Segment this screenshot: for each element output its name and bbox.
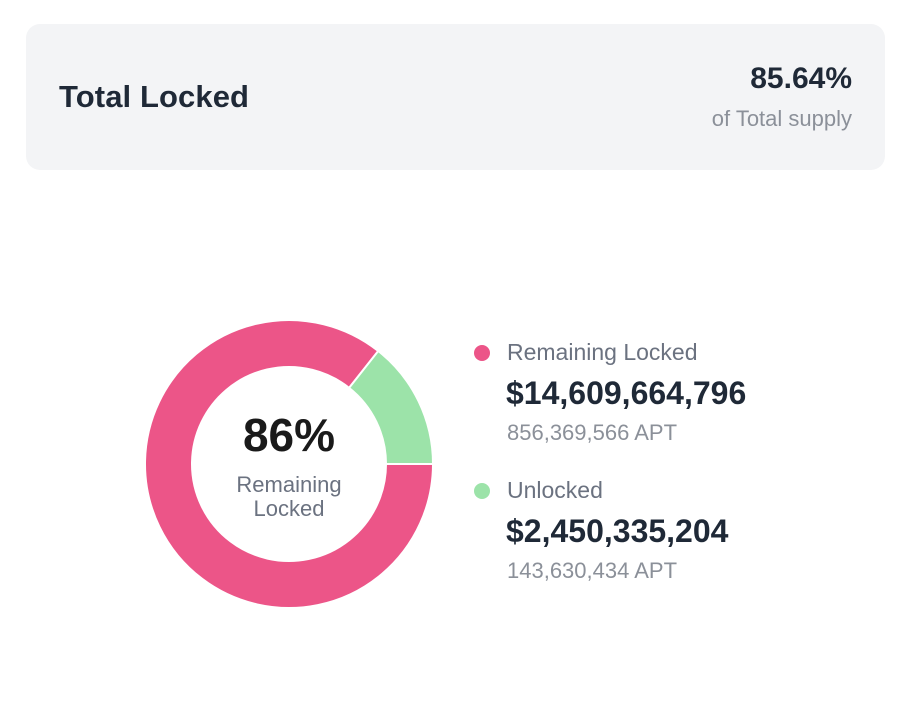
chart-legend: Remaining Locked $14,609,664,796 856,369… bbox=[474, 337, 894, 613]
legend-item-remaining-locked: Remaining Locked $14,609,664,796 856,369… bbox=[474, 337, 894, 475]
donut-chart bbox=[144, 319, 435, 609]
donut-slice-remaining-locked bbox=[144, 319, 435, 609]
legend-usd-value: $2,450,335,204 bbox=[506, 513, 729, 549]
card-title: Total Locked bbox=[59, 79, 250, 114]
donut-slice-unlocked bbox=[347, 349, 435, 465]
legend-label: Remaining Locked bbox=[507, 339, 698, 365]
total-locked-card: Total Locked 85.64% of Total supply bbox=[26, 24, 885, 170]
legend-item-unlocked: Unlocked $2,450,335,204 143,630,434 APT bbox=[474, 475, 894, 613]
legend-apt-amount: 856,369,566 APT bbox=[507, 420, 678, 445]
total-supply-stat: 85.64% of Total supply bbox=[712, 62, 852, 132]
legend-dot-unlocked bbox=[474, 483, 490, 499]
legend-usd-value: $14,609,664,796 bbox=[506, 375, 747, 411]
locked-percent-value: 85.64% bbox=[750, 62, 852, 95]
locked-percent-caption: of Total supply bbox=[711, 106, 852, 131]
legend-apt-amount: 143,630,434 APT bbox=[507, 558, 678, 583]
legend-dot-remaining-locked bbox=[474, 345, 490, 361]
legend-label: Unlocked bbox=[507, 477, 603, 503]
